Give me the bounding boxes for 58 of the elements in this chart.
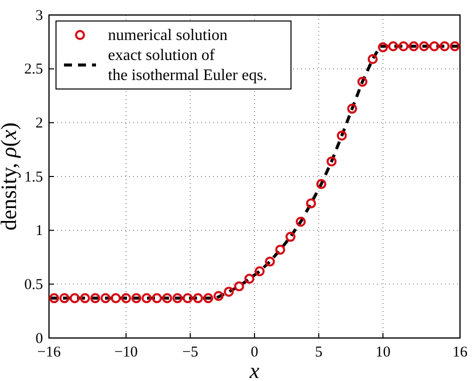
- point: [172, 293, 182, 304]
- point: [347, 104, 358, 114]
- y-tick-label: 1.5: [24, 169, 43, 186]
- point: [80, 293, 90, 304]
- point: [296, 216, 306, 227]
- point: [408, 41, 419, 52]
- point: [234, 281, 244, 292]
- point: [388, 41, 398, 52]
- y-tick-label: 0.5: [24, 276, 43, 293]
- point: [214, 291, 224, 301]
- x-tick-label: 16: [452, 344, 468, 361]
- point: [368, 54, 378, 64]
- point: [336, 130, 347, 141]
- point: [285, 232, 296, 242]
- point: [182, 293, 193, 304]
- point: [224, 286, 234, 297]
- point: [142, 293, 152, 304]
- point: [398, 41, 408, 52]
- point: [254, 266, 265, 276]
- y-tick-label: 0: [36, 330, 43, 347]
- point: [121, 293, 132, 304]
- x-tick-label: 5: [314, 344, 322, 361]
- point: [131, 293, 142, 304]
- x-tick-label: 0: [250, 344, 258, 361]
- x-axis-title: x: [248, 358, 260, 381]
- point: [59, 293, 70, 304]
- y-tick-label: 2.5: [24, 62, 43, 78]
- x-tick-label: 10: [375, 344, 390, 361]
- point: [378, 42, 388, 52]
- point: [306, 198, 316, 208]
- point: [450, 41, 460, 52]
- y-tick-label: 1: [36, 223, 43, 240]
- point: [152, 293, 162, 304]
- point: [244, 274, 254, 284]
- point: [110, 293, 121, 304]
- x-tick-label: −16: [37, 344, 62, 361]
- point: [326, 156, 337, 166]
- point: [100, 293, 110, 304]
- point: [49, 293, 60, 304]
- point: [203, 293, 214, 304]
- y-axis-title: density, ρ(x): [0, 122, 21, 231]
- point: [70, 293, 80, 304]
- x-tick-label: −5: [182, 344, 198, 361]
- y-tick-label: 2: [36, 115, 43, 132]
- point: [419, 41, 430, 52]
- point: [275, 244, 286, 255]
- point: [316, 179, 326, 190]
- point: [429, 41, 440, 52]
- point: [193, 293, 203, 304]
- point: [90, 293, 100, 304]
- legend-label: exact solution of the isothermal Euler eqs.: [108, 47, 268, 84]
- point: [264, 256, 275, 267]
- y-tick-label: 3: [36, 8, 43, 24]
- point: [357, 76, 368, 87]
- legend-label: numerical solution: [108, 27, 228, 44]
- point: [162, 293, 172, 304]
- x-tick-label: −10: [114, 344, 138, 361]
- point: [440, 41, 450, 52]
